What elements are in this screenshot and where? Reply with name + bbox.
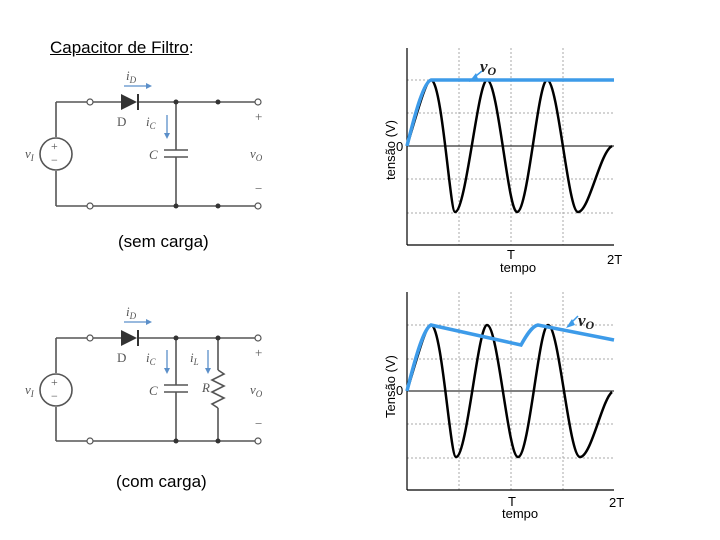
bottom-iC-sub: C bbox=[150, 357, 157, 367]
slide-title: Capacitor de Filtro: bbox=[50, 38, 194, 58]
top-tick-T: T bbox=[507, 247, 515, 262]
bottom-vo-label: v bbox=[578, 311, 586, 330]
svg-text:vO: vO bbox=[578, 311, 595, 332]
bottom-vO-sub: O bbox=[256, 389, 263, 399]
top-D-label: D bbox=[117, 114, 126, 129]
svg-text:iC: iC bbox=[146, 350, 157, 367]
bottom-iD-sub: D bbox=[129, 311, 137, 321]
bottom-node-2 bbox=[215, 335, 221, 341]
top-iD-label: i bbox=[126, 68, 130, 83]
svg-text:vO: vO bbox=[480, 57, 497, 78]
top-input-wave bbox=[405, 78, 613, 214]
bottom-caption: (com carga) bbox=[116, 472, 207, 491]
svg-text:vO: vO bbox=[250, 382, 263, 399]
bottom-node-3 bbox=[173, 438, 179, 444]
svg-text:iD: iD bbox=[126, 304, 137, 321]
top-node-1 bbox=[173, 99, 179, 105]
bottom-vI-label: v bbox=[25, 382, 31, 397]
bottom-diode bbox=[121, 330, 139, 346]
bottom-iC-label: i bbox=[146, 350, 150, 365]
svg-text:vI: vI bbox=[25, 146, 35, 163]
top-out-minus: − bbox=[255, 181, 262, 196]
bottom-source-plus: + bbox=[51, 375, 58, 389]
top-source-plus: + bbox=[51, 139, 58, 153]
bottom-C-label: C bbox=[149, 383, 158, 398]
svg-text:vO: vO bbox=[250, 146, 263, 163]
bottom-term-in-top bbox=[86, 334, 94, 342]
top-term-out-top bbox=[254, 98, 262, 106]
bottom-out-plus: + bbox=[255, 345, 262, 360]
bottom-iL-label: i bbox=[190, 350, 194, 365]
svg-text:vI: vI bbox=[25, 382, 35, 399]
bottom-tick-2T: 2T bbox=[609, 495, 625, 510]
top-xlabel: tempo bbox=[500, 260, 537, 275]
top-tick-2T: 2T bbox=[607, 252, 623, 267]
title-text: Capacitor de Filtro bbox=[50, 38, 189, 57]
top-node-3 bbox=[173, 203, 179, 209]
bottom-D-label: D bbox=[117, 350, 126, 365]
top-voltage-source bbox=[39, 137, 73, 171]
top-term-out-bot bbox=[254, 202, 262, 210]
top-zero-label: 0 bbox=[396, 139, 404, 154]
title-colon: : bbox=[188, 38, 194, 57]
bottom-iL-sub: L bbox=[193, 357, 199, 367]
top-diode bbox=[121, 94, 139, 110]
bottom-current-arrows bbox=[124, 319, 211, 374]
bottom-vI-sub: I bbox=[30, 389, 35, 399]
bottom-tick-T: T bbox=[508, 494, 516, 509]
top-current-arrows bbox=[124, 83, 170, 139]
bottom-input-wave bbox=[405, 323, 613, 459]
top-node-4 bbox=[215, 203, 221, 209]
top-vo-sub: O bbox=[488, 64, 497, 78]
bottom-voltage-source bbox=[39, 373, 73, 407]
top-vo-label: v bbox=[480, 57, 488, 76]
bottom-term-out-bot bbox=[254, 437, 262, 445]
top-vI-sub: I bbox=[30, 153, 35, 163]
bottom-vO-label: v bbox=[250, 382, 256, 397]
bottom-iD-label: i bbox=[126, 304, 130, 319]
top-vI-label: v bbox=[25, 146, 31, 161]
top-out-plus: + bbox=[255, 109, 262, 124]
top-iC-sub: C bbox=[150, 121, 157, 131]
bottom-vo-sub: O bbox=[586, 318, 595, 332]
bottom-node-4 bbox=[215, 438, 221, 444]
top-iD-sub: D bbox=[129, 75, 137, 85]
top-vO-label: v bbox=[250, 146, 256, 161]
top-iC-label: i bbox=[146, 114, 150, 129]
bottom-output-wave bbox=[405, 323, 615, 392]
svg-text:iD: iD bbox=[126, 68, 137, 85]
bottom-out-minus: − bbox=[255, 416, 262, 431]
top-output-wave bbox=[405, 78, 614, 147]
bottom-R-label: R bbox=[201, 380, 210, 395]
top-caption: (sem carga) bbox=[118, 232, 209, 251]
top-term-in-top bbox=[86, 98, 94, 106]
svg-text:iC: iC bbox=[146, 114, 157, 131]
bottom-zero-label: 0 bbox=[396, 383, 404, 398]
top-term-in-bot bbox=[86, 202, 94, 210]
bottom-source-minus: − bbox=[51, 389, 58, 403]
svg-text:iL: iL bbox=[190, 350, 199, 367]
top-C-label: C bbox=[149, 147, 158, 162]
top-vO-sub: O bbox=[256, 153, 263, 163]
top-node-2 bbox=[215, 99, 221, 105]
top-source-minus: − bbox=[51, 153, 58, 167]
bottom-node-1 bbox=[173, 335, 179, 341]
bottom-term-in-bot bbox=[86, 437, 94, 445]
bottom-xlabel: tempo bbox=[502, 506, 539, 521]
bottom-term-out-top bbox=[254, 334, 262, 342]
